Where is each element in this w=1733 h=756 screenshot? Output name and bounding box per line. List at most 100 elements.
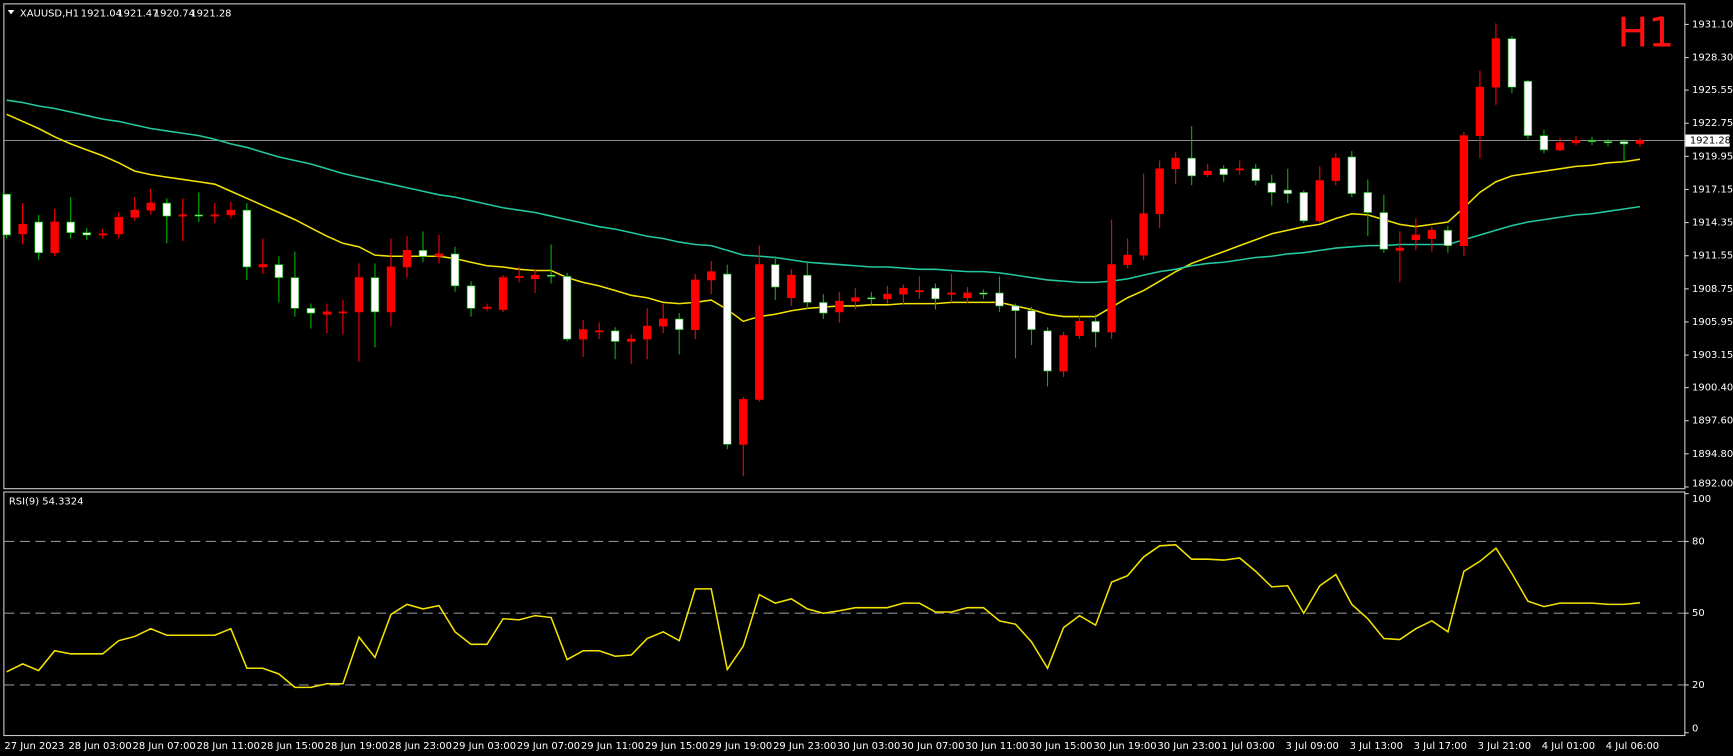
open-value: 1921.04 bbox=[81, 8, 122, 19]
candle-body-down bbox=[1219, 168, 1228, 176]
candle-body-up bbox=[642, 325, 652, 340]
candle-body-up bbox=[883, 293, 892, 300]
menu-triangle[interactable] bbox=[7, 9, 15, 15]
x-tick-label: 30 Jun 23:00 bbox=[1157, 741, 1220, 752]
x-tick-label: 4 Jul 01:00 bbox=[1542, 741, 1595, 752]
x-tick-label: 30 Jun 07:00 bbox=[901, 741, 964, 752]
x-tick-label: 29 Jun 15:00 bbox=[645, 741, 708, 752]
candle-body-up bbox=[498, 277, 508, 310]
x-tick-label: 28 Jun 19:00 bbox=[325, 741, 388, 752]
candle-body-up bbox=[1475, 86, 1485, 136]
candle-body-up bbox=[98, 233, 107, 236]
candle-body-down bbox=[34, 221, 43, 254]
candle-body-down bbox=[242, 209, 252, 268]
candle-body-down bbox=[194, 214, 204, 217]
candle-body-up bbox=[50, 221, 59, 254]
candle-body-down bbox=[979, 292, 988, 295]
candle-body-up bbox=[514, 276, 524, 278]
candle-body-up bbox=[1235, 168, 1244, 171]
candle-body-up bbox=[835, 300, 844, 313]
candle-body-down bbox=[1379, 212, 1389, 250]
candle-body-down bbox=[1027, 310, 1036, 330]
candle-body-up bbox=[1411, 234, 1421, 241]
candle-body-up bbox=[658, 318, 668, 327]
candle-body-up bbox=[787, 274, 796, 299]
x-tick-label: 28 Jun 23:00 bbox=[389, 741, 452, 752]
candle-body-up bbox=[114, 216, 123, 235]
y-tick-label: 1917.15 bbox=[1692, 184, 1733, 195]
candle-body-down bbox=[418, 250, 428, 257]
candle-body-down bbox=[290, 277, 300, 309]
x-tick-label: 30 Jun 11:00 bbox=[965, 741, 1028, 752]
candle-body-down bbox=[1299, 192, 1308, 222]
y-tick-label: 100 bbox=[1692, 494, 1711, 505]
y-tick-label: 80 bbox=[1692, 536, 1705, 547]
candle-body-up bbox=[1155, 168, 1164, 215]
candle-body-down bbox=[1187, 157, 1196, 177]
candle-body-up bbox=[322, 311, 332, 315]
candle-body-down bbox=[1251, 168, 1260, 181]
candle-body-up bbox=[963, 292, 972, 299]
candle-body-down bbox=[562, 276, 572, 340]
candle-body-up bbox=[1571, 140, 1581, 144]
y-tick-label: 1922.75 bbox=[1692, 118, 1733, 129]
candle-body-up bbox=[1491, 38, 1501, 88]
candle-body-up bbox=[691, 279, 700, 330]
candle-body-up bbox=[1635, 140, 1645, 144]
low-value: 1920.74 bbox=[154, 8, 195, 19]
candle-body-up bbox=[851, 297, 860, 302]
y-tick-label: 20 bbox=[1692, 680, 1705, 691]
candle-body-down bbox=[1539, 135, 1549, 151]
x-tick-label: 29 Jun 19:00 bbox=[709, 741, 772, 752]
candle-body-down bbox=[1043, 330, 1052, 372]
y-tick-label: 1928.30 bbox=[1692, 53, 1733, 64]
candle-body-down bbox=[771, 264, 780, 288]
candle-body-down bbox=[675, 318, 684, 330]
y-tick-label: 1892.00 bbox=[1692, 479, 1733, 490]
candle-body-up bbox=[707, 271, 716, 281]
candle-body-down bbox=[1587, 140, 1597, 142]
candle-body-down bbox=[162, 202, 171, 217]
candle-body-up bbox=[1171, 157, 1180, 170]
candle-body-down bbox=[1283, 189, 1292, 194]
candle-body-up bbox=[402, 250, 412, 268]
candle-body-up bbox=[1139, 213, 1148, 256]
candle-body-down bbox=[1363, 192, 1373, 213]
candle-body-up bbox=[210, 214, 220, 217]
high-value: 1921.47 bbox=[117, 8, 158, 19]
x-tick-label: 3 Jul 09:00 bbox=[1286, 741, 1339, 752]
x-tick-label: 27 Jun 2023 bbox=[4, 741, 64, 752]
candle-body-down bbox=[1523, 80, 1533, 136]
candle-body-down bbox=[1347, 156, 1356, 194]
candle-body-up bbox=[1315, 180, 1324, 222]
x-tick-label: 29 Jun 23:00 bbox=[773, 741, 836, 752]
candle-body-down bbox=[819, 302, 828, 314]
candle-body-up bbox=[338, 311, 348, 314]
candle-body-down bbox=[1011, 305, 1020, 312]
candle-body-up bbox=[18, 224, 27, 235]
candle-body-up bbox=[1107, 264, 1116, 333]
candle-body-up bbox=[130, 209, 139, 218]
candle-body-down bbox=[723, 273, 732, 445]
candle-body-up bbox=[1331, 157, 1340, 181]
candle-body-up bbox=[1555, 142, 1565, 151]
rsi-line bbox=[6, 544, 1641, 689]
last-price-tag bbox=[1685, 134, 1730, 147]
x-tick-label: 29 Jun 03:00 bbox=[453, 741, 516, 752]
candle-body-down bbox=[1443, 229, 1453, 246]
y-tick-label: 1897.60 bbox=[1692, 416, 1733, 427]
candle-body-up bbox=[482, 306, 492, 309]
candle-body-up bbox=[226, 209, 236, 216]
x-tick-label: 28 Jun 11:00 bbox=[197, 741, 260, 752]
candle-body-down bbox=[995, 292, 1004, 307]
candle-body-up bbox=[1075, 321, 1084, 336]
candle-body-up bbox=[578, 329, 588, 340]
x-tick-label: 1 Jul 03:00 bbox=[1221, 741, 1274, 752]
candle-body-down bbox=[466, 285, 476, 309]
close-value: 1921.28 bbox=[190, 8, 231, 19]
candle-body-up bbox=[354, 277, 364, 313]
rsi-title: RSI(9) 54.3324 bbox=[9, 496, 84, 507]
